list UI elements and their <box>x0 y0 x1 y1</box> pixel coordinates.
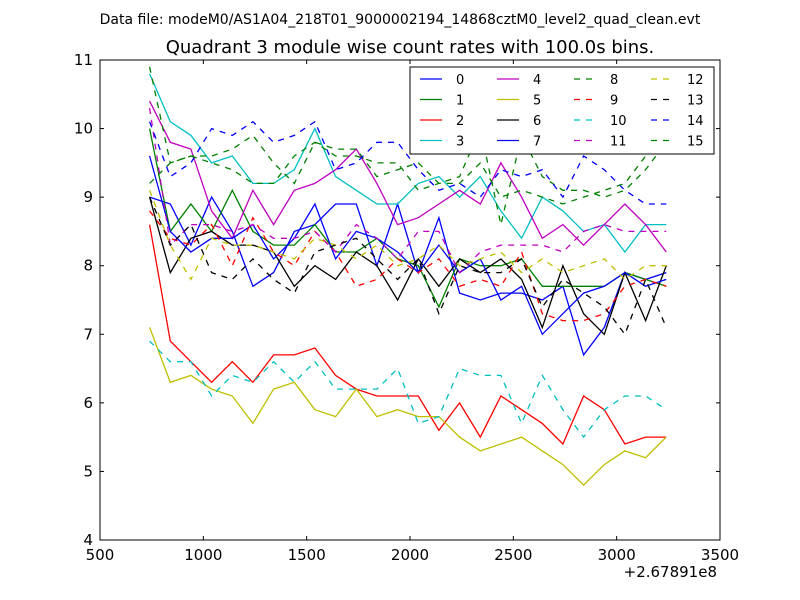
y-tick-label: 9 <box>83 188 93 206</box>
legend-label-11: 11 <box>610 135 627 150</box>
x-tick-label: 2500 <box>494 546 532 564</box>
x-tick-label: 3000 <box>598 546 636 564</box>
x-axis: 500 1000 1500 2000 2500 3000 3500 <box>86 60 739 564</box>
legend-label-12: 12 <box>687 73 704 88</box>
legend-label-3: 3 <box>456 135 464 150</box>
legend-label-14: 14 <box>687 114 704 129</box>
plot-lines <box>148 66 667 487</box>
series-line-9 <box>149 210 667 322</box>
x-tick-label: 500 <box>86 546 115 564</box>
y-tick-label: 4 <box>83 531 93 549</box>
series-line-5 <box>148 327 667 487</box>
y-tick-label: 7 <box>83 325 93 343</box>
legend-label-2: 2 <box>456 114 464 129</box>
series-line-8 <box>149 126 667 225</box>
x-axis-offset-label: +2.67891e8 <box>624 563 717 581</box>
series-line-11 <box>148 107 667 274</box>
series-line-15 <box>148 66 667 205</box>
y-tick-label: 5 <box>83 462 93 480</box>
series-line-10 <box>149 340 667 439</box>
legend-label-7: 7 <box>533 135 541 150</box>
legend-box <box>409 66 715 155</box>
series-line-7 <box>148 155 667 336</box>
x-tick-label: 1500 <box>288 546 326 564</box>
x-tick-label: 1000 <box>184 546 222 564</box>
chart-title: Quadrant 3 module wise count rates with … <box>166 37 655 58</box>
series-line-4 <box>149 100 667 253</box>
series-line-12 <box>148 190 667 281</box>
chart-suptitle: Data file: modeM0/AS1A04_218T01_90000021… <box>100 12 701 28</box>
y-tick-label: 11 <box>74 51 93 69</box>
legend-label-5: 5 <box>533 94 541 109</box>
legend-label-9: 9 <box>610 94 618 109</box>
y-tick-label: 8 <box>83 257 93 275</box>
legend-label-4: 4 <box>533 73 541 88</box>
series-line-0 <box>149 195 667 357</box>
series-line-2 <box>148 224 667 446</box>
series-line-13 <box>149 196 667 336</box>
y-tick-label: 6 <box>83 394 93 412</box>
legend-label-1: 1 <box>456 94 464 109</box>
legend-label-8: 8 <box>610 73 618 88</box>
x-tick-label: 2000 <box>391 546 429 564</box>
legend-label-0: 0 <box>456 73 464 88</box>
legend-label-15: 15 <box>687 135 704 150</box>
y-tick-label: 10 <box>74 120 93 138</box>
x-tick-label: 3500 <box>701 546 739 564</box>
legend-label-10: 10 <box>610 114 627 129</box>
series-line-3 <box>149 73 667 254</box>
series-line-14 <box>148 120 667 205</box>
legend-label-6: 6 <box>533 114 541 129</box>
legend-label-13: 13 <box>687 94 704 109</box>
